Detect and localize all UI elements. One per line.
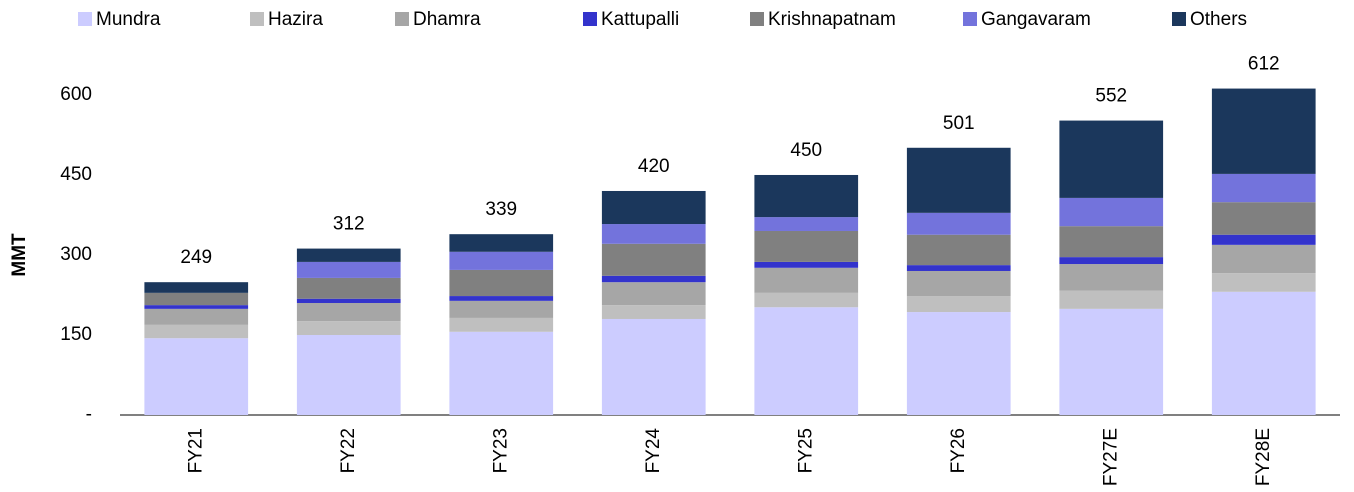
bar-segment xyxy=(449,296,554,301)
bar-segment xyxy=(144,305,249,309)
bar-segment xyxy=(754,230,859,262)
y-tick-label: 450 xyxy=(60,164,92,185)
total-label: 612 xyxy=(1248,54,1280,75)
bar-segment xyxy=(144,282,249,293)
bar-segment xyxy=(144,292,249,306)
y-axis-label: MMT xyxy=(9,233,30,277)
legend-swatch xyxy=(78,12,92,26)
x-tick-label: FY25 xyxy=(795,428,816,473)
bar-segment xyxy=(1211,291,1316,415)
bar-segment xyxy=(1211,88,1316,174)
bar-segment xyxy=(601,243,706,276)
bar-segment xyxy=(1211,173,1316,203)
legend-swatch xyxy=(395,12,409,26)
bar-segment xyxy=(1211,273,1316,292)
bar-segment xyxy=(601,190,706,225)
total-label: 339 xyxy=(485,199,517,220)
bar-segment xyxy=(754,307,859,415)
bar-segment xyxy=(601,224,706,244)
y-tick-label: 600 xyxy=(60,84,92,105)
bar-segment xyxy=(601,282,706,306)
bar-segment xyxy=(906,265,1011,271)
total-label: 420 xyxy=(638,156,670,177)
bar-segment xyxy=(906,147,1011,213)
bar-segment xyxy=(449,331,554,415)
bar-segment xyxy=(906,270,1011,297)
total-label: 552 xyxy=(1095,86,1127,107)
x-tick-label: FY28E xyxy=(1253,428,1274,486)
bar-segment xyxy=(296,261,401,278)
bar-segment xyxy=(1059,290,1164,309)
bar-segment xyxy=(906,296,1011,313)
bar-segment xyxy=(754,292,859,308)
bar-segment xyxy=(1059,197,1164,227)
bar-segment xyxy=(601,305,706,319)
bar-segment xyxy=(144,338,249,415)
bar-segment xyxy=(144,308,249,325)
legend-label: Mundra xyxy=(96,9,161,30)
bar-segment xyxy=(1059,264,1164,291)
bar-segment xyxy=(296,302,401,322)
legend-swatch xyxy=(750,12,764,26)
bar-segment xyxy=(906,212,1011,235)
legend-label: Gangavaram xyxy=(981,9,1091,30)
total-label: 450 xyxy=(790,140,822,161)
legend-swatch xyxy=(963,12,977,26)
legend-swatch xyxy=(250,12,264,26)
legend-label: Others xyxy=(1190,9,1247,30)
bar-segment xyxy=(296,334,401,415)
x-tick-label: FY24 xyxy=(643,428,664,474)
bar-segment xyxy=(754,261,859,268)
bar-segment xyxy=(601,318,706,415)
bar-segment xyxy=(296,321,401,335)
bar-segment xyxy=(1059,120,1164,198)
x-tick-label: FY26 xyxy=(948,428,969,473)
bar-segment xyxy=(296,298,401,303)
legend-label: Hazira xyxy=(268,9,323,30)
bar-segment xyxy=(296,277,401,299)
y-tick-label: 300 xyxy=(60,244,92,265)
legend-swatch xyxy=(583,12,597,26)
bar-segment xyxy=(144,324,249,339)
bar-segment xyxy=(1211,234,1316,245)
bar-segment xyxy=(1059,257,1164,265)
bar-segment xyxy=(601,275,706,283)
bar-segment xyxy=(449,300,554,318)
legend-swatch xyxy=(1172,12,1186,26)
bar-segment xyxy=(1211,202,1316,235)
x-tick-label: FY21 xyxy=(185,428,206,473)
y-tick-label: 150 xyxy=(60,324,92,345)
bar-segment xyxy=(449,317,554,332)
x-tick-label: FY23 xyxy=(490,428,511,473)
x-tick-label: FY27E xyxy=(1100,428,1121,486)
legend-label: Kattupalli xyxy=(601,9,679,30)
bar-segment xyxy=(1059,308,1164,415)
legend-label: Dhamra xyxy=(413,9,481,30)
bar-segment xyxy=(449,251,554,270)
bar-segment xyxy=(449,269,554,297)
x-tick-label: FY22 xyxy=(338,428,359,473)
total-label: 501 xyxy=(943,113,975,134)
legend-label: Krishnapatnam xyxy=(768,9,896,30)
bar-segment xyxy=(1211,244,1316,274)
bar-segment xyxy=(754,217,859,231)
bar-segment xyxy=(296,248,401,262)
total-label: 312 xyxy=(333,214,365,235)
bar-segment xyxy=(449,234,554,252)
bar-segment xyxy=(906,234,1011,266)
y-tick-label: - xyxy=(86,404,92,425)
total-label: 249 xyxy=(180,247,212,268)
bar-segment xyxy=(906,312,1011,415)
bar-segment xyxy=(754,267,859,293)
bar-segment xyxy=(754,174,859,218)
bar-segment xyxy=(1059,226,1164,258)
